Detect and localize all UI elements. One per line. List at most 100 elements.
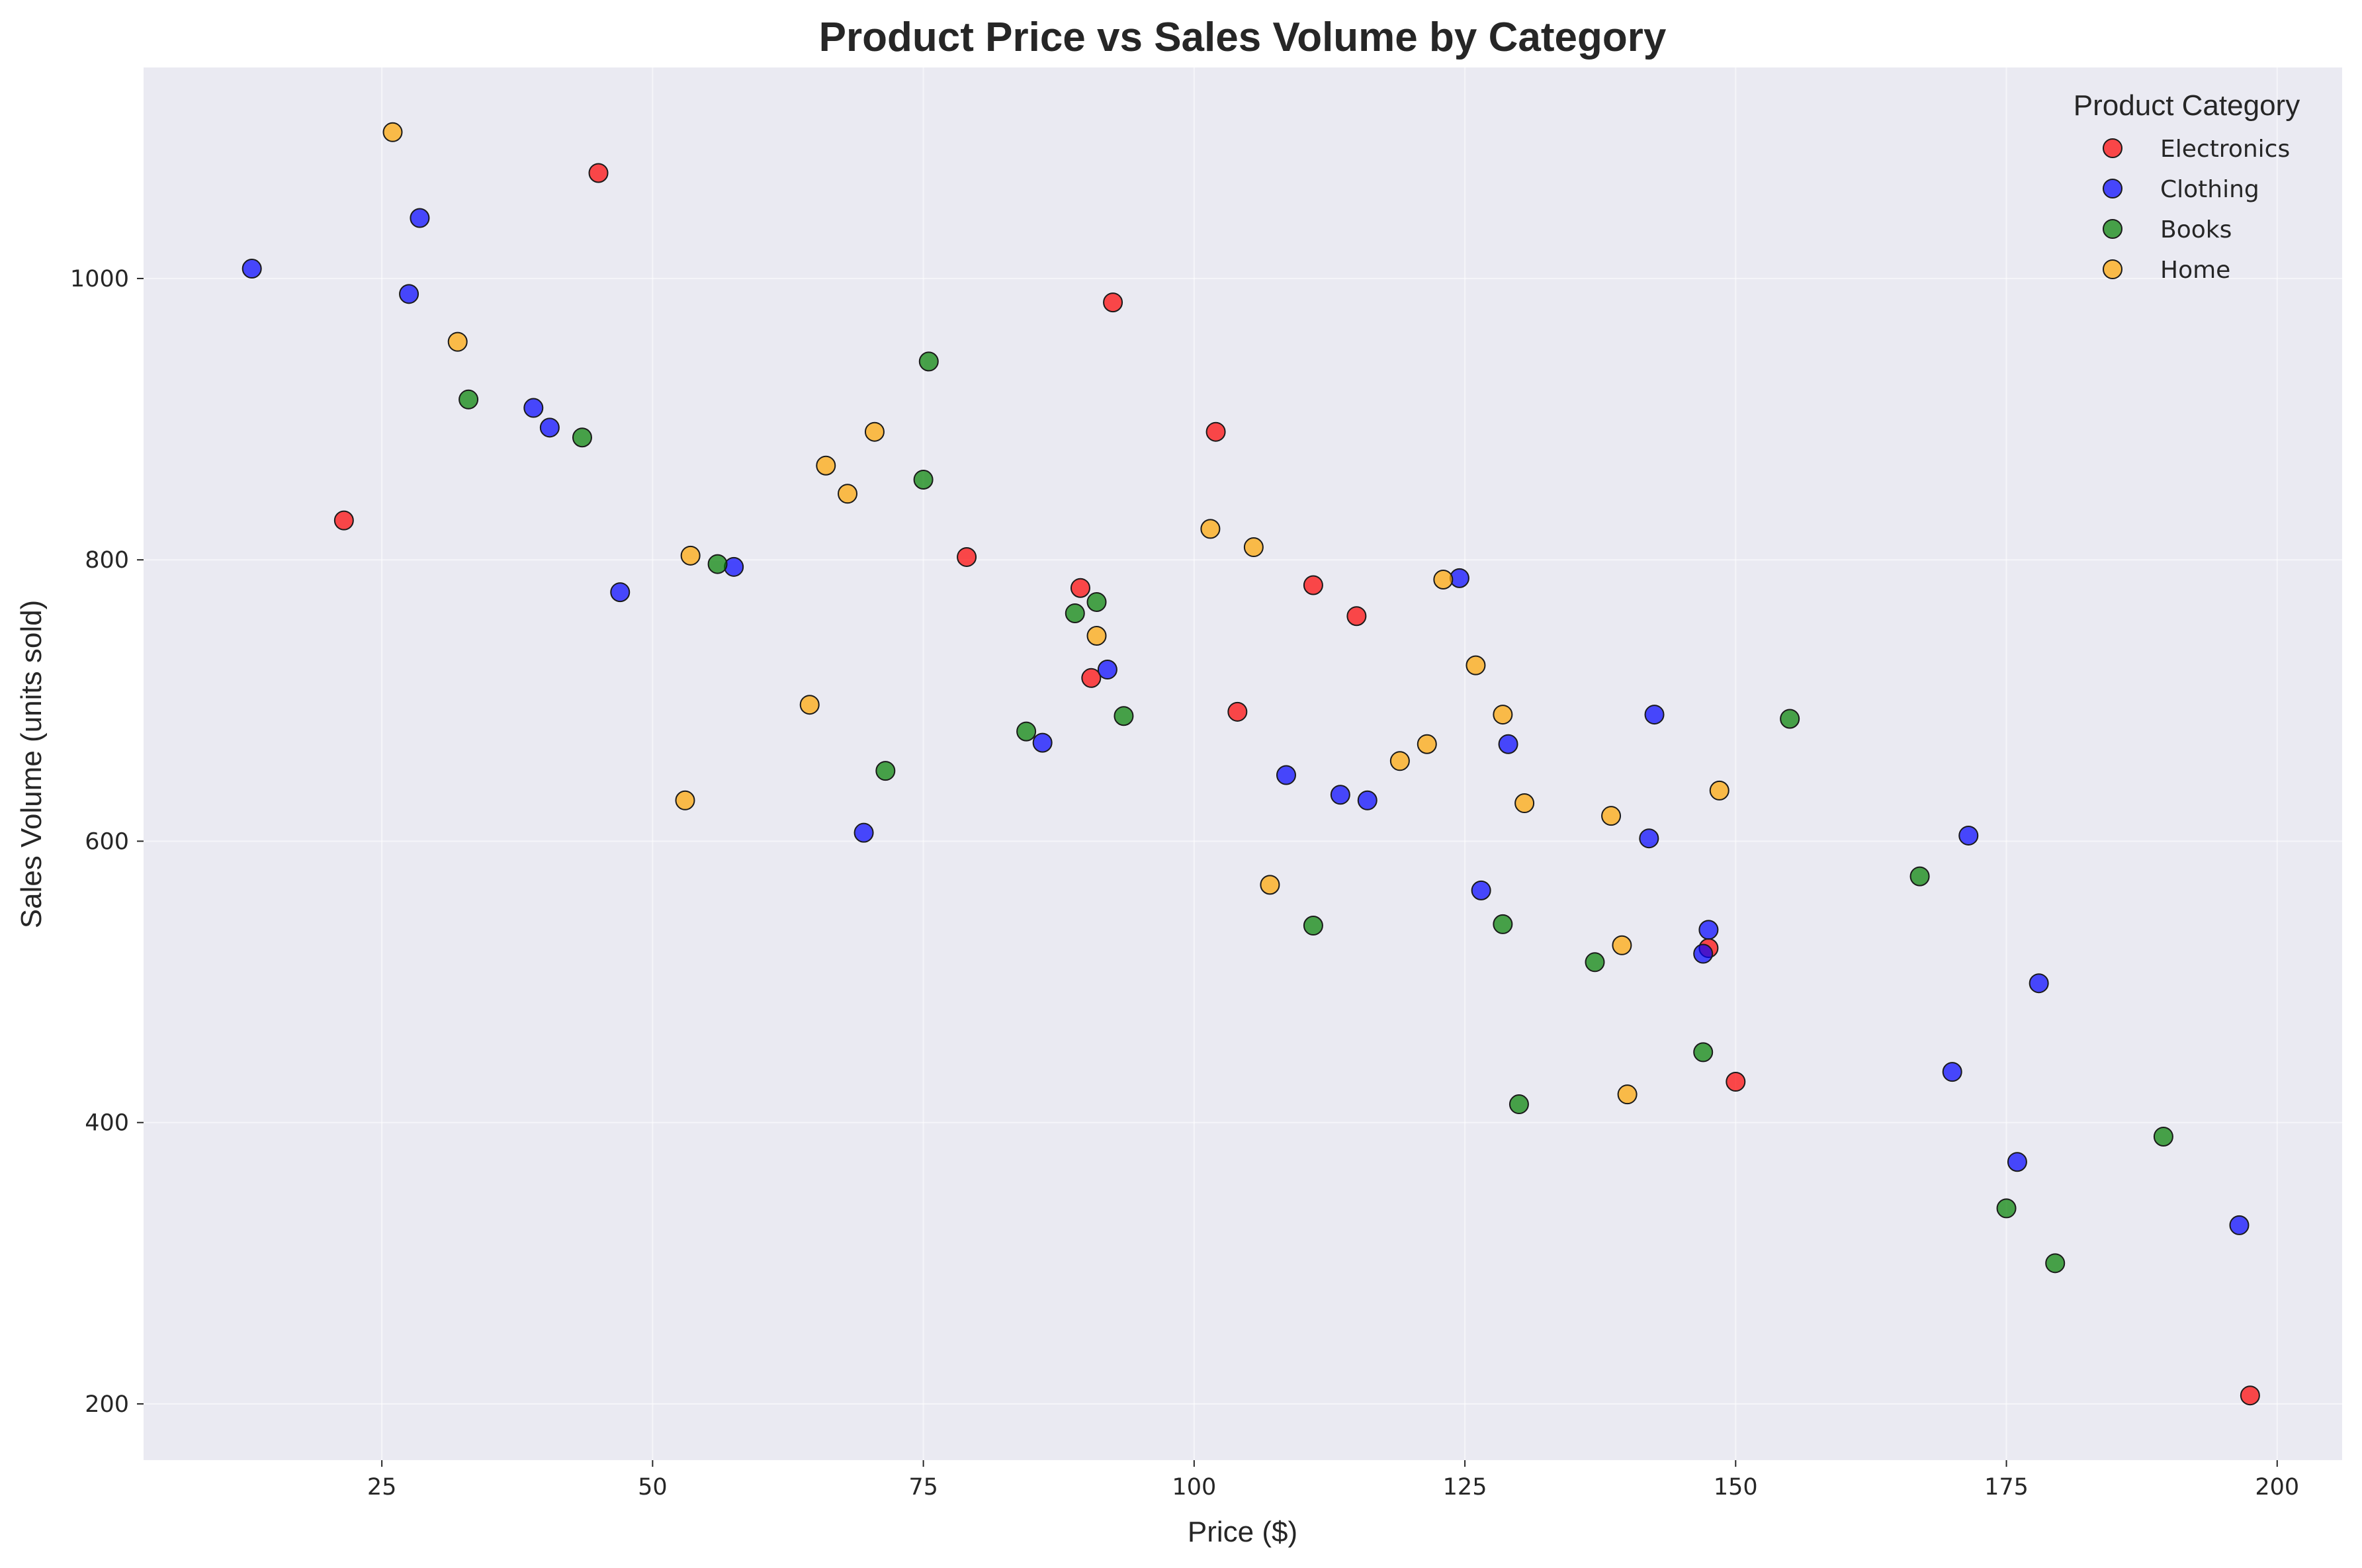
legend-label-electronics: Electronics [2160,136,2290,163]
point-clothing [1942,1062,1962,1082]
y-tick-label: 200 [85,1391,129,1418]
point-electronics [1081,668,1102,688]
point-clothing [523,398,544,418]
point-electronics [957,546,977,567]
point-clothing [1693,943,1714,964]
x-tick-label: 175 [1984,1474,2029,1501]
point-books [1493,914,1513,934]
axis-ticks: 25 50 75 100 125 150 175 200 200 400 600 800 1000 [70,266,2299,1501]
legend-label-home: Home [2160,257,2230,284]
x-tick-label: 75 [908,1474,938,1501]
legend-marker-clothing [2103,179,2122,198]
point-clothing [1357,790,1378,810]
point-clothing [2229,1215,2250,1235]
point-books [875,761,896,781]
point-books [1303,916,1323,936]
point-clothing [1639,828,1659,849]
point-books [1086,591,1107,612]
point-clothing [1644,705,1665,725]
point-books [1693,1042,1714,1063]
point-books [1585,952,1605,973]
point-books [1780,709,1800,729]
point-clothing [1276,765,1296,785]
point-home [1709,780,1729,801]
point-electronics [1205,421,1226,442]
point-clothing [1097,660,1117,680]
point-books [2045,1253,2066,1274]
legend-marker-electronics [2103,138,2122,158]
y-tick-label: 400 [85,1110,129,1137]
point-books [1114,706,1134,726]
point-electronics [588,163,609,183]
point-electronics [1303,575,1323,595]
legend-label-books: Books [2160,216,2232,243]
point-clothing [1958,825,1979,846]
point-clothing [724,556,744,577]
plot-area [144,67,2342,1460]
point-books [572,427,592,448]
point-clothing [1498,734,1518,754]
point-clothing [1698,920,1719,940]
point-clothing [410,208,430,228]
point-home [675,790,695,810]
point-books [2153,1126,2173,1147]
point-electronics [1070,578,1090,598]
point-clothing [399,284,419,304]
point-books [918,351,939,372]
point-books [459,389,479,410]
chart-title: Product Price vs Sales Volume by Categor… [819,15,1667,60]
y-tick-label: 1000 [70,266,129,292]
point-home [1260,875,1280,895]
point-electronics [333,510,354,531]
point-books [1509,1094,1529,1115]
point-home [864,421,885,442]
point-home [1617,1084,1638,1105]
point-books [1996,1198,2017,1219]
point-clothing [2007,1152,2027,1172]
legend-label-clothing: Clothing [2160,176,2259,203]
point-books [1909,866,1930,887]
legend-marker-home [2103,259,2122,279]
point-books [1016,721,1037,742]
point-electronics [2240,1385,2260,1406]
y-tick-label: 800 [85,547,129,574]
point-home [1601,806,1622,826]
point-home [1465,655,1486,675]
point-home [1200,519,1221,539]
point-books [913,469,934,490]
point-electronics [1726,1072,1746,1092]
x-tick-label: 50 [638,1474,668,1501]
legend-title: Product Category [2074,89,2300,122]
x-tick-label: 25 [367,1474,397,1501]
point-electronics [1103,292,1123,313]
x-tick-label: 150 [1714,1474,1758,1501]
point-clothing [1330,785,1350,805]
point-home [382,122,403,142]
point-home [838,484,858,504]
point-clothing [2029,973,2049,994]
point-home [1493,705,1513,725]
point-home [1389,751,1410,771]
point-home [816,455,836,476]
legend-marker-books [2103,219,2122,239]
data-points [241,122,2260,1406]
point-clothing [1471,880,1491,900]
point-home [1433,569,1454,589]
y-axis-label: Sales Volume (units sold) [15,600,48,928]
x-tick-label: 200 [2255,1474,2299,1501]
point-home [1612,935,1632,955]
point-clothing [539,417,560,438]
point-home [447,331,468,352]
point-home [1417,734,1437,754]
point-clothing [241,259,262,279]
point-books [1065,603,1085,623]
point-clothing [853,822,874,843]
point-books [707,554,728,574]
point-home [1086,626,1107,646]
point-home [1514,793,1535,814]
legend: Product Category Electronics Clothing Book… [2074,89,2300,284]
x-tick-label: 100 [1172,1474,1216,1501]
point-clothing [610,582,631,603]
y-tick-label: 600 [85,828,129,855]
